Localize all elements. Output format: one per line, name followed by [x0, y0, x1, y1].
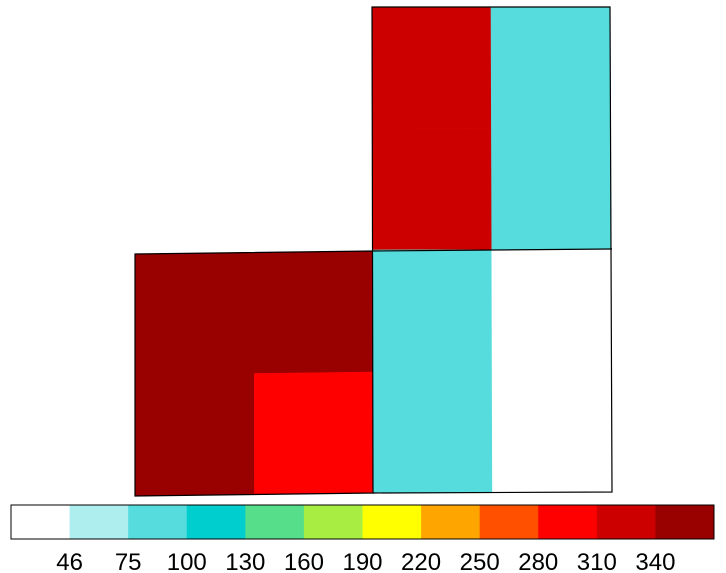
colorbar-tick-label: 250	[460, 549, 500, 573]
colorbar-swatch	[362, 505, 422, 539]
colorbar-tick-label: 220	[401, 549, 441, 573]
colorbar-swatch	[655, 505, 715, 539]
colorbar-swatch	[538, 505, 598, 539]
heatmap-cell	[490, 6, 611, 129]
heatmap-cell	[253, 250, 374, 374]
heatmap-cell	[134, 373, 255, 497]
upper-right-block	[371, 6, 613, 494]
colorbar-swatch	[128, 505, 188, 539]
colorbar-tick-label: 130	[225, 549, 265, 573]
block-outline	[371, 6, 613, 494]
colorbar-swatch	[186, 505, 246, 539]
heatmap-cell	[371, 6, 492, 129]
colorbar-tick-labels: 46 75 100 130 160 190 220 250 280 310 340	[56, 549, 675, 573]
heatmap-cell	[491, 249, 612, 372]
heatmap-cell	[371, 128, 493, 251]
heatmap-cell	[372, 249, 493, 372]
heatmap-cell	[491, 127, 612, 251]
colorbar-swatch	[303, 505, 363, 539]
heatmap-cells	[134, 6, 613, 497]
heatmap-cell	[372, 370, 493, 494]
colorbar-swatch	[479, 505, 539, 539]
colorbar-tick-label: 310	[577, 549, 617, 573]
colorbar-swatch	[245, 505, 305, 539]
heatmap-cell	[491, 370, 613, 493]
colorbar-frame	[10, 504, 715, 540]
heatmap-cell	[134, 252, 255, 376]
colorbar-tick-label: 190	[342, 549, 382, 573]
colorbar-swatch	[69, 505, 129, 539]
colorbar-swatch	[421, 505, 481, 539]
colorbar-tick-label: 280	[518, 549, 558, 573]
colorbar-tick-label: 160	[284, 549, 324, 573]
lower-left-block	[134, 250, 375, 497]
block-divider	[371, 248, 613, 252]
colorbar-tick-label: 100	[167, 549, 207, 573]
colorbar-swatch	[11, 505, 70, 539]
heatmap-cell	[253, 371, 375, 495]
colorbar-tick-label: 75	[115, 549, 142, 573]
colorbar-tick-label: 46	[56, 549, 83, 573]
colorbar	[10, 504, 715, 540]
colorbar-swatch	[596, 505, 656, 539]
colorbar-tick-label: 340	[635, 549, 675, 573]
